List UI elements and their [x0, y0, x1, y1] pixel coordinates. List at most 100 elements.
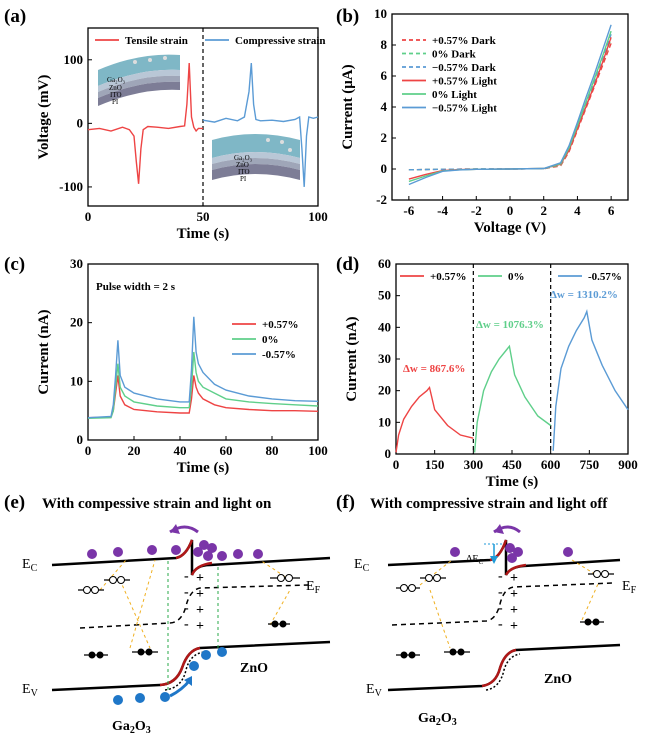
- fermi-level-f: [391, 582, 613, 626]
- series-line-d-0: [395, 385, 474, 453]
- chart-c: 0 20 40 60 80 100 0 10 20 30 Time (s) Current (nA) P…: [36, 256, 328, 476]
- xtick-label-d-1: 150: [425, 457, 445, 472]
- xtick-label-d-6: 900: [618, 457, 638, 472]
- xtick-label-d-3: 450: [502, 457, 522, 472]
- inset-label-ga2o3-1: Ga₂O₃: [107, 76, 126, 84]
- xtick-label-b-2: -2: [471, 203, 482, 218]
- band-f-ef-label: EF: [622, 579, 637, 596]
- panel-title-f: With compressive strain and light off: [370, 496, 608, 512]
- legend-b-4: 0% Light: [432, 89, 477, 101]
- band-e-ec-label: EC: [22, 557, 38, 574]
- ytick-label-b-1: 0: [381, 161, 388, 176]
- xtick-label-a-2: 100: [308, 209, 328, 224]
- svg-text:-: -: [498, 585, 503, 600]
- annotation-d-2: Δw = 1310.2%: [550, 289, 618, 301]
- ytick-label-d-1: 10: [378, 414, 391, 429]
- svg-text:+: +: [510, 571, 518, 586]
- legend-c-1: 0%: [262, 334, 279, 346]
- xtick-label-d-4: 600: [541, 457, 561, 472]
- svg-text:-: -: [184, 569, 189, 584]
- band-diagram-e: ---- ++++: [51, 524, 331, 705]
- ytick-label-a-0: -100: [59, 179, 83, 194]
- ytick-label-c-1: 10: [70, 373, 83, 388]
- plot-frame-c: [87, 263, 319, 441]
- series-line-d-2: [552, 309, 629, 451]
- band-diagram-f: ---- ++++: [387, 524, 621, 692]
- ylabel-c: Current (nA): [36, 309, 52, 394]
- svg-text:-: -: [498, 601, 503, 616]
- band-f-ev-label: EV: [366, 682, 383, 699]
- xlabel-d: Time (s): [486, 474, 539, 490]
- panel-label-d: (d): [336, 254, 359, 275]
- svg-text:+: +: [196, 571, 204, 586]
- panel-label-f: (f): [336, 492, 355, 513]
- xtick-label-b-3: 0: [507, 203, 514, 218]
- inset-label-pi-2: PI: [240, 175, 247, 183]
- inset-label-zno-2: ZnO: [236, 161, 249, 169]
- annotation-d-0: Δw = 867.6%: [403, 363, 465, 375]
- band-e-ga2o3-label: Ga2O3: [112, 719, 151, 736]
- panel-label-e: (e): [4, 492, 25, 513]
- inset-label-pi-1: PI: [112, 98, 119, 106]
- xtick-label-c-1: 20: [128, 443, 141, 458]
- chart-b: -6 -4 -2 0 2 4 6 -2 0 2 4 6 8 10 Voltage (V) Current (μ…: [340, 6, 629, 236]
- xtick-label-c-5: 100: [308, 443, 328, 458]
- svg-text:+: +: [196, 603, 204, 618]
- legend-d-2: -0.57%: [588, 271, 622, 283]
- fermi-level-e: [79, 584, 311, 629]
- band-e-ev-label: EV: [22, 682, 39, 699]
- inset-label-zno-1: ZnO: [109, 84, 122, 92]
- legend-a-1: Compressive strain: [235, 35, 326, 47]
- svg-text:-: -: [498, 569, 503, 584]
- ytick-label-b-6: 10: [374, 6, 387, 21]
- valence-band-f: [387, 643, 621, 692]
- band-f-delta-label: ΔEC: [466, 554, 484, 566]
- annotation-c: Pulse width = 2 s: [96, 281, 176, 293]
- ytick-label-b-2: 2: [381, 130, 388, 145]
- ytick-label-a-2: 100: [64, 52, 84, 67]
- xtick-label-c-2: 40: [174, 443, 187, 458]
- series-line-b-5: [408, 24, 612, 186]
- plot-frame-a: [87, 27, 319, 207]
- xlabel-a: Time (s): [177, 226, 230, 242]
- inset-label-ito-1: ITO: [110, 91, 122, 99]
- xtick-label-a-1: 50: [197, 209, 210, 224]
- ytick-label-b-5: 8: [381, 37, 388, 52]
- band-f-zno-label: ZnO: [544, 672, 572, 687]
- panel-label-c: (c): [4, 254, 25, 275]
- panel-title-e: With compessive strain and light on: [42, 496, 272, 512]
- xtick-label-a-0: 0: [85, 209, 92, 224]
- device-inset-tensile: [98, 54, 180, 106]
- ytick-label-b-3: 4: [381, 99, 388, 114]
- ylabel-b: Current (μA): [340, 64, 356, 149]
- legend-d-0: +0.57%: [430, 271, 467, 283]
- xtick-label-d-0: 0: [393, 457, 400, 472]
- series-line-c-2: [87, 316, 319, 419]
- panel-label-b: (b): [336, 6, 359, 27]
- inset-label-ito-2: ITO: [238, 168, 250, 176]
- ytick-label-d-3: 30: [378, 351, 391, 366]
- series-line-c-0: [87, 375, 319, 419]
- ytick-label-c-2: 20: [70, 315, 83, 330]
- ytick-label-d-6: 60: [378, 256, 391, 271]
- ytick-label-d-2: 20: [378, 383, 391, 398]
- legend-b-0: +0.57% Dark: [432, 35, 497, 47]
- xtick-label-b-6: 6: [608, 203, 615, 218]
- svg-text:+: +: [196, 619, 204, 634]
- series-line-c-1: [87, 351, 319, 419]
- ytick-label-b-4: 6: [381, 68, 388, 83]
- ytick-label-a-1: 0: [77, 115, 84, 130]
- legend-b-2: −0.57% Dark: [432, 62, 497, 74]
- legend-b-3: +0.57% Light: [432, 76, 497, 88]
- band-f-ga2o3-label: Ga2O3: [418, 711, 457, 728]
- inset-label-ga2o3-2: Ga₂O₃: [234, 154, 253, 162]
- ylabel-a: Voltage (mV): [36, 75, 52, 160]
- xtick-label-c-4: 80: [266, 443, 279, 458]
- svg-text:-: -: [184, 617, 189, 632]
- xtick-label-b-1: -4: [437, 203, 448, 218]
- svg-text:+: +: [510, 587, 518, 602]
- ytick-label-c-0: 0: [77, 432, 84, 447]
- xtick-label-c-3: 60: [220, 443, 233, 458]
